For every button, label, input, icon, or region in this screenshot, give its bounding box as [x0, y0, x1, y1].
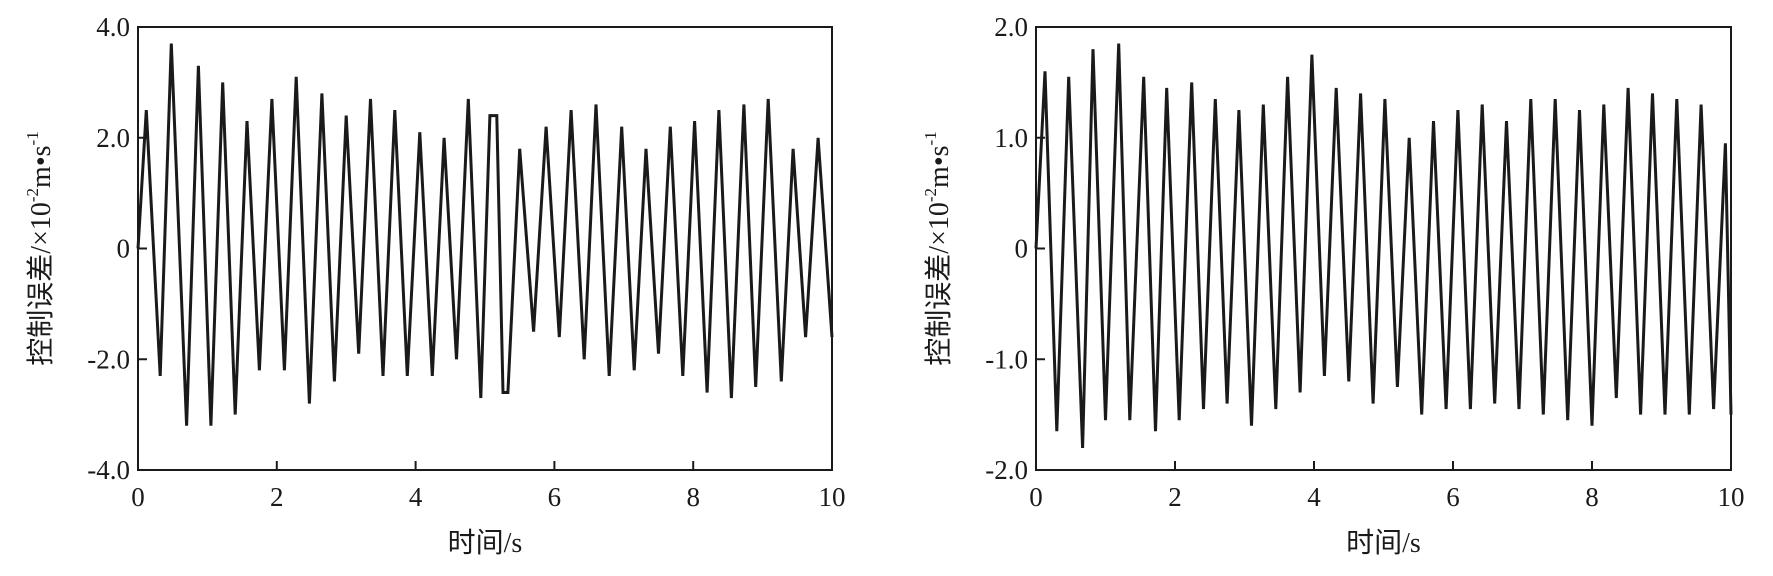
y-tick-label: 0 — [1015, 234, 1029, 264]
y-tick-label: -2.0 — [87, 344, 130, 374]
y-axis-label-exponent: -1 — [23, 131, 42, 145]
x-tick-label: 0 — [131, 482, 145, 512]
x-tick-label: 6 — [1446, 482, 1460, 512]
y-tick-label: 4.0 — [96, 12, 130, 42]
x-axis-label: 时间/s — [448, 527, 523, 559]
x-tick-label: 2 — [270, 482, 284, 512]
x-tick-label: 10 — [819, 482, 846, 512]
x-tick-label: 6 — [548, 482, 562, 512]
y-axis-label-exponent: -2 — [23, 188, 42, 202]
x-tick-label: 0 — [1029, 482, 1043, 512]
series-line — [1034, 43, 1733, 448]
y-tick-label: -2.0 — [985, 455, 1028, 485]
x-axis-label: 时间/s — [1346, 527, 1421, 559]
x-tick-label: 4 — [409, 482, 423, 512]
y-tick-label: 0 — [117, 234, 131, 264]
x-tick-label: 8 — [1585, 482, 1599, 512]
y-axis-label-text: m•s — [26, 145, 57, 187]
y-tick-label: 2.0 — [994, 12, 1028, 42]
x-tick-label: 8 — [686, 482, 700, 512]
y-axis-label-text: 控制误差/×10 — [923, 202, 955, 366]
y-tick-label: -4.0 — [87, 455, 130, 485]
y-axis-label-exponent: -2 — [921, 188, 940, 202]
y-tick-label: 2.0 — [96, 123, 130, 153]
chart-left: 0 2 4 6 8 10 4.0 2.0 0 -2.0 -4.0 时间/s 控制误差/×10-2m•s-… — [23, 12, 846, 559]
x-tick-label: 4 — [1307, 482, 1321, 512]
y-axis-label: 控制误差/×10-2m•s-1 — [23, 131, 57, 365]
y-axis-label-exponent: -1 — [921, 131, 940, 145]
y-axis-label-text: 控制误差/×10 — [25, 202, 57, 366]
y-tick-label: -1.0 — [985, 344, 1028, 374]
y-axis-label: 控制误差/×10-2m•s-1 — [921, 131, 955, 365]
chart-right: 0 2 4 6 8 10 2.0 1.0 0 -1.0 -2.0 时间/s 控制误差/×10-2m•s-… — [921, 12, 1745, 559]
y-axis-label-text: m•s — [924, 145, 955, 187]
x-tick-label: 2 — [1168, 482, 1182, 512]
x-tick-label: 10 — [1718, 482, 1745, 512]
y-tick-label: 1.0 — [994, 123, 1028, 153]
series-line — [136, 43, 834, 426]
